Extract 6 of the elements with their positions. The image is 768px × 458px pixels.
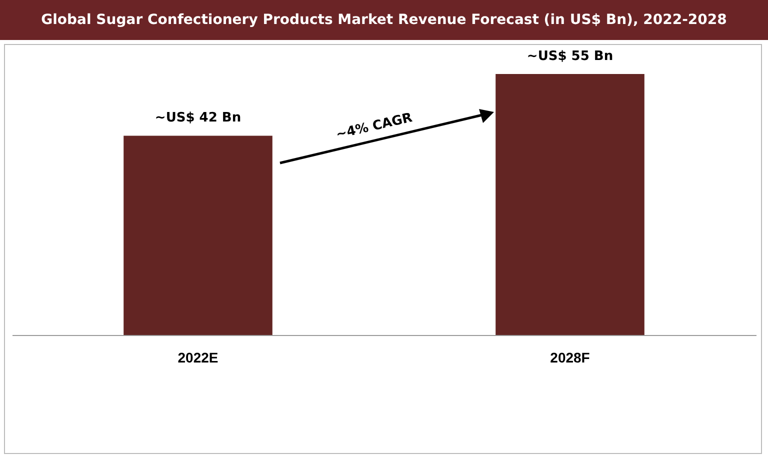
x-tick-label: 2022E (178, 350, 218, 366)
data-label: ~US$ 55 Bn (526, 49, 614, 64)
annotation: ~4% CAGR (334, 110, 414, 143)
x-tick-label: 2028F (550, 350, 590, 366)
chart-title: Global Sugar Confectionery Products Market Revenue Forecast (in US$ Bn), 2022-2028 (0, 0, 768, 40)
data-label: ~US$ 42 Bn (154, 110, 242, 126)
